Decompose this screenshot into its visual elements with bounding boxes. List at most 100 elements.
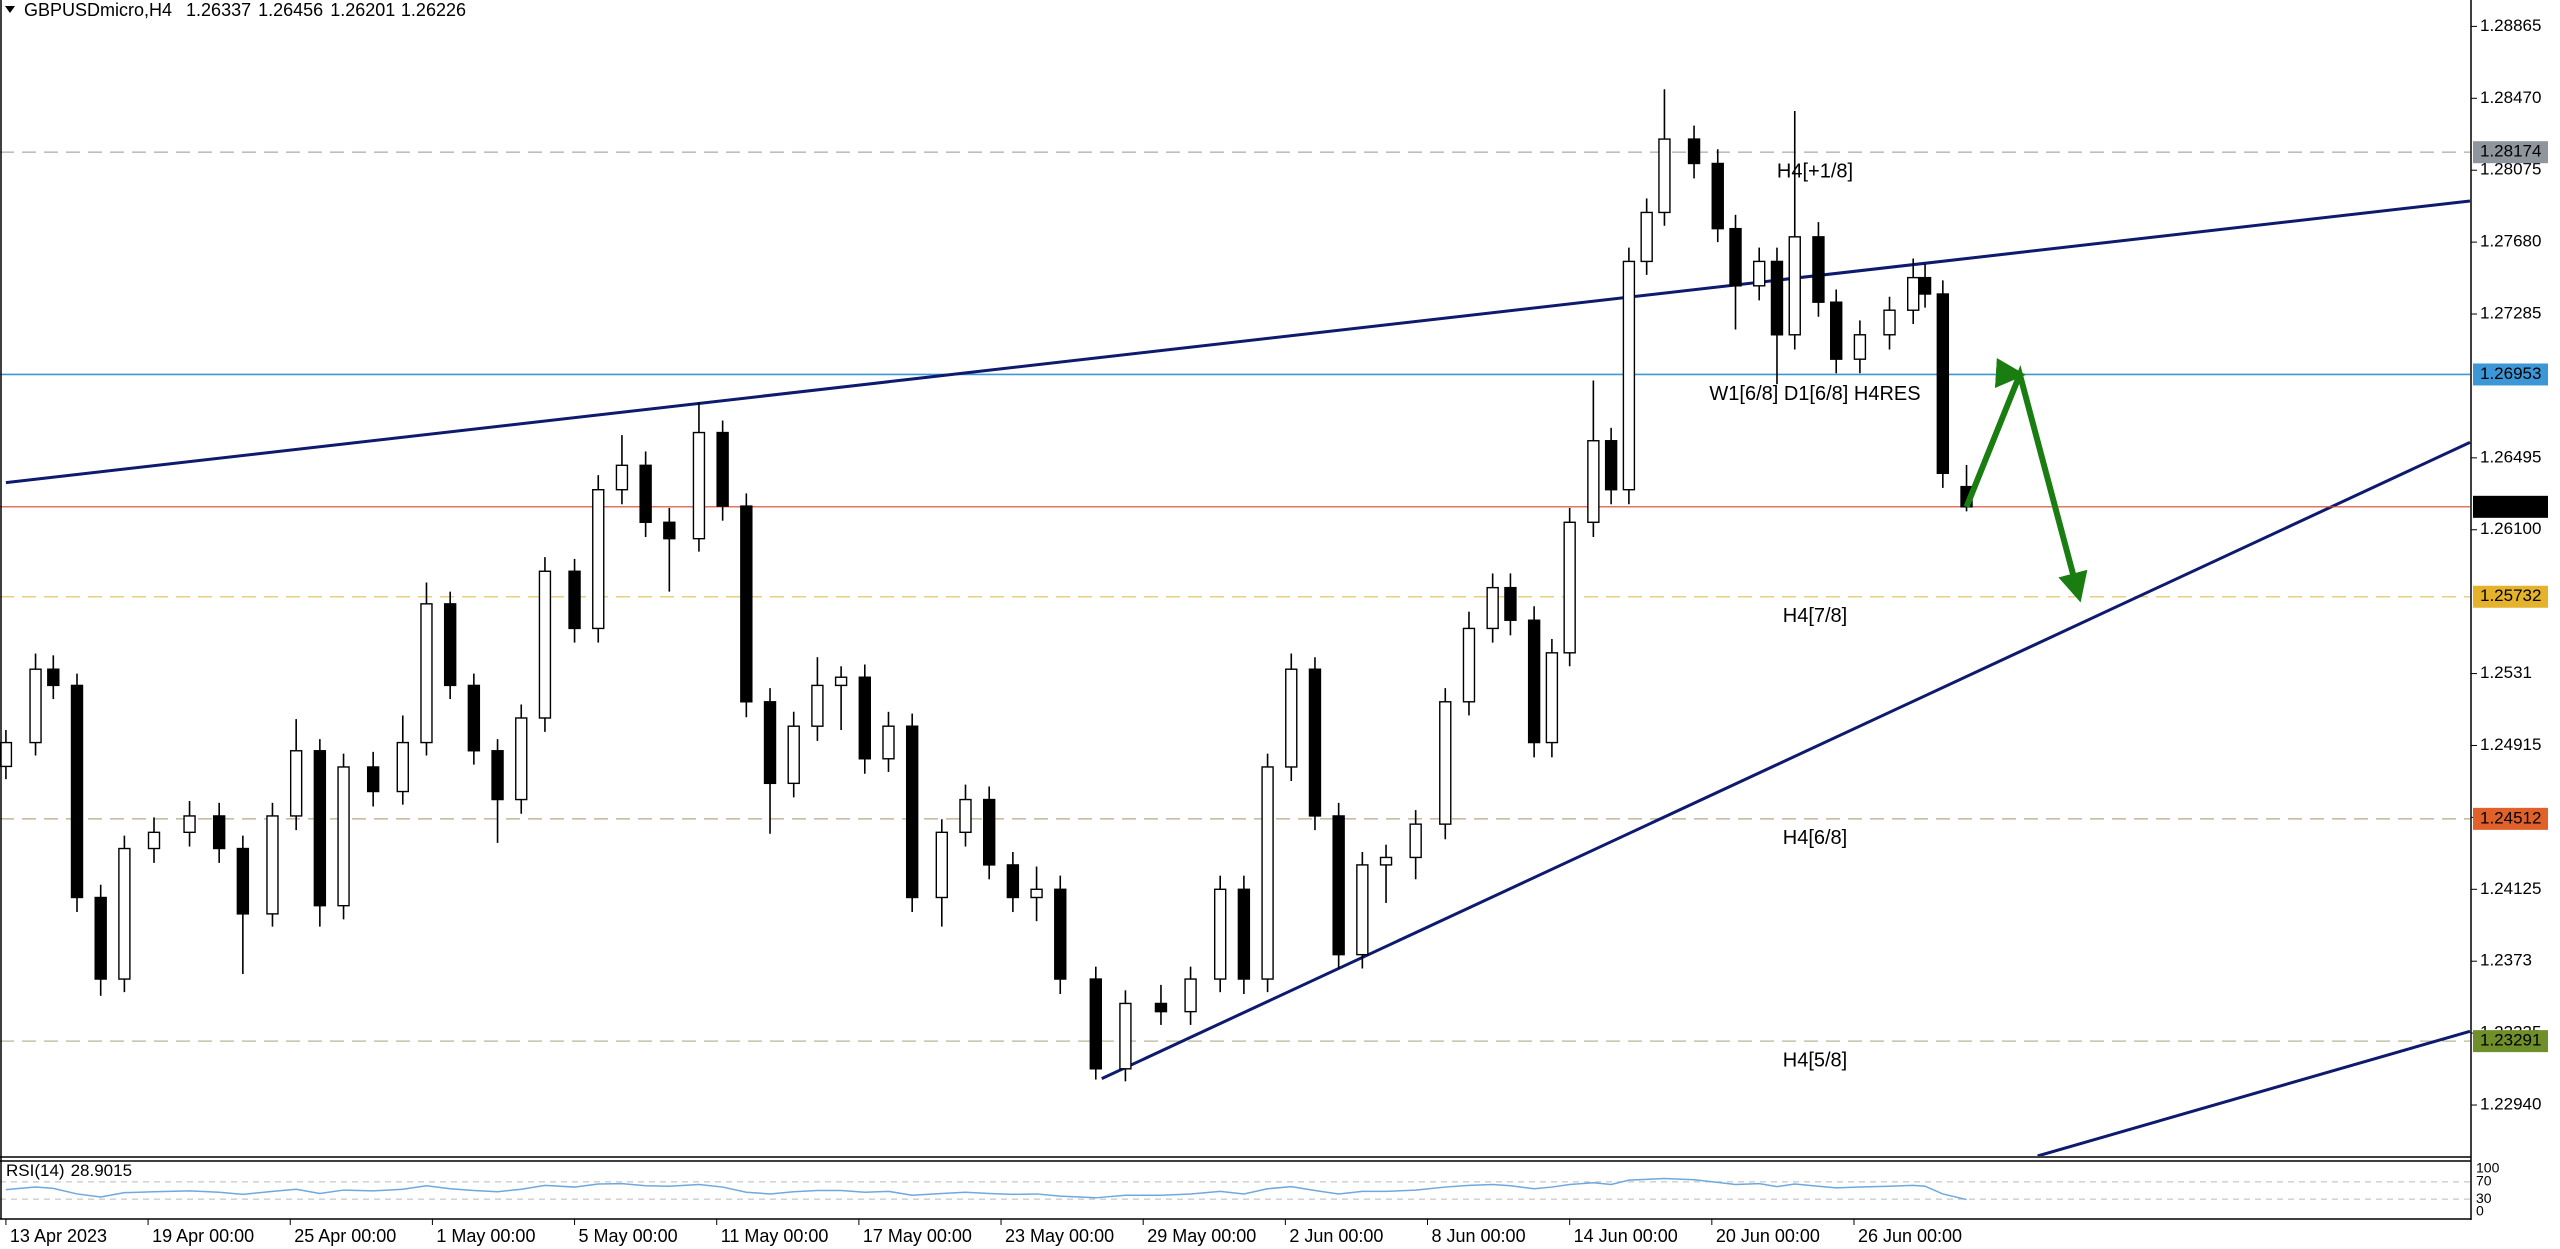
candle-body: [491, 750, 504, 801]
candle-body: [763, 701, 777, 785]
candle-body: [1640, 211, 1653, 263]
candle-body: [959, 798, 972, 834]
candle-body: [905, 725, 919, 899]
header-ohlc: 1.26337: [186, 0, 251, 20]
y-tick-label: 1.28865: [2480, 16, 2541, 35]
candle-body: [366, 766, 380, 793]
candle-body: [420, 603, 433, 744]
candle-body: [1604, 440, 1618, 491]
x-tick-label: 2 Jun 00:00: [1289, 1226, 1383, 1246]
candle-body: [982, 798, 996, 866]
candle-body: [1379, 856, 1393, 866]
candle-body: [1883, 309, 1896, 336]
candle-body: [266, 815, 279, 915]
candle-body: [1729, 227, 1742, 287]
y-tick-label: 1.2531: [2480, 663, 2532, 682]
y-tick-label: 1.24125: [2480, 879, 2541, 898]
candle-body: [212, 815, 226, 850]
rsi-value: 28.9015: [71, 1161, 132, 1180]
current-price: 1.26226: [2480, 496, 2541, 515]
x-tick-label: 1 May 00:00: [436, 1226, 535, 1246]
x-tick-label: 26 Jun 00:00: [1858, 1226, 1962, 1246]
candle-body: [568, 570, 581, 630]
candle-body: [147, 831, 161, 850]
header-symbol: GBPUSDmicro,H4: [24, 0, 172, 20]
candle-body: [443, 603, 457, 687]
level-label: H4[5/8]: [1783, 1049, 1847, 1071]
candle-body: [70, 684, 84, 899]
candle-body: [1504, 586, 1517, 621]
candle-body: [515, 717, 528, 801]
candle-body: [1753, 260, 1766, 287]
rsi-tick-label: 100: [2476, 1160, 2500, 1176]
x-tick-label: 20 Jun 00:00: [1716, 1226, 1820, 1246]
candle-body: [858, 676, 871, 760]
rsi-label: RSI(14) 28.9015: [6, 1161, 132, 1180]
menu-icon: [5, 6, 15, 13]
candle-body: [1332, 815, 1345, 956]
header-ohlc: 1.26201: [330, 0, 395, 20]
rsi-tick-label: 30: [2476, 1190, 2492, 1206]
candle-body: [1439, 701, 1452, 825]
candle-body: [787, 725, 800, 785]
candle-body: [1213, 888, 1227, 980]
x-tick-label: 23 May 00:00: [1005, 1226, 1114, 1246]
y-tick-label: 1.28075: [2480, 160, 2541, 179]
candle-body: [1356, 864, 1369, 956]
level-label: H4[6/8]: [1783, 827, 1847, 849]
level-price-box: [2473, 807, 2548, 830]
rsi-tick-label: 0: [2476, 1203, 2484, 1219]
candle-body: [1711, 162, 1724, 230]
candle-body: [1119, 1002, 1132, 1070]
y-tick-label: 1.2373: [2480, 951, 2532, 970]
candle-body: [94, 896, 107, 980]
candle-body: [0, 741, 13, 768]
header-ohlc: 1.26456: [258, 0, 323, 20]
x-tick-label: 29 May 00:00: [1147, 1226, 1256, 1246]
rsi-line: [5, 1177, 1967, 1201]
candle-body: [29, 668, 42, 744]
price-pane: H4[+1/8] W1[6/8] D1[6/8] H4RES H4[7/8] H4[6…: [0, 89, 2471, 1156]
level-price: 1.23291: [2480, 1031, 2541, 1050]
candle-body: [692, 431, 706, 540]
candle-body: [1770, 260, 1784, 336]
trendline: [1101, 441, 2471, 1080]
candle-body: [1285, 668, 1298, 768]
candle-body: [1237, 888, 1251, 980]
candle-body: [118, 847, 131, 980]
candle-body: [716, 431, 729, 507]
x-tick-label: 17 May 00:00: [863, 1226, 972, 1246]
trendline: [2037, 1029, 2471, 1156]
y-tick-label: 1.26495: [2480, 447, 2541, 466]
candle-body: [1687, 138, 1701, 165]
level-price-box: [2473, 141, 2548, 164]
candle-body: [1853, 334, 1867, 360]
chart-header: GBPUSDmicro,H4 1.26337 1.26456 1.26201 1.262…: [24, 0, 466, 20]
forecast-arrow: [1963, 358, 2088, 603]
candle-body: [313, 750, 327, 907]
x-tick-label: 5 May 00:00: [579, 1226, 678, 1246]
x-tick-label: 8 Jun 00:00: [1432, 1226, 1526, 1246]
candle-body: [1089, 978, 1103, 1070]
candle-body: [1154, 1002, 1168, 1013]
y-tick-label: 1.28470: [2480, 88, 2541, 107]
x-tick-label: 11 May 00:00: [721, 1226, 829, 1246]
candle-body: [1030, 888, 1043, 899]
trendline: [5, 199, 2471, 485]
x-tick-label: 13 Apr 2023: [10, 1226, 107, 1246]
candle-body: [1936, 293, 1950, 475]
candle-body: [1308, 668, 1322, 817]
candle-body: [1622, 260, 1636, 491]
candle-body: [1545, 652, 1559, 744]
candle-body: [1587, 440, 1600, 523]
x-tick-label: 19 Apr 00:00: [152, 1226, 254, 1246]
rsi-tick-label: 70: [2476, 1173, 2492, 1189]
candle-body: [467, 684, 481, 752]
rsi-name: RSI(14): [6, 1161, 65, 1180]
y-tick-label: 1.24915: [2480, 735, 2541, 754]
candle-body: [396, 741, 409, 793]
level-price-box: [2473, 1030, 2548, 1053]
candle-body: [811, 684, 824, 727]
